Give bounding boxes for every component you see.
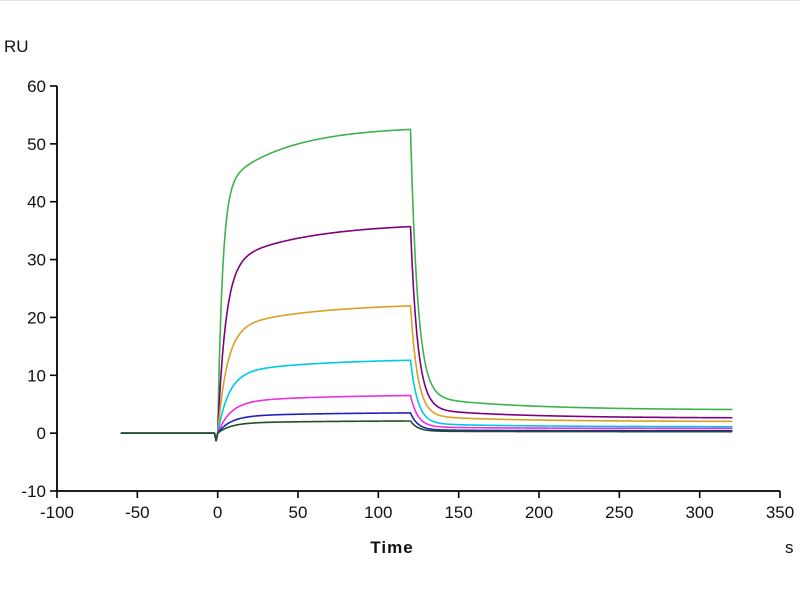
series-line-curve-gold bbox=[120, 305, 733, 442]
y-tick-label: 0 bbox=[37, 424, 46, 443]
y-tick-label: -10 bbox=[21, 482, 46, 501]
x-tick-label: 150 bbox=[444, 503, 472, 522]
series-line-curve-cyan bbox=[120, 359, 733, 442]
series-line-curve-dark-green bbox=[120, 420, 733, 442]
x-tick-label: 200 bbox=[525, 503, 553, 522]
y-tick-label: 30 bbox=[27, 251, 46, 270]
y-axis-title: RU bbox=[4, 37, 29, 56]
y-tick-label: 20 bbox=[27, 308, 46, 327]
series-line-curve-green bbox=[120, 128, 733, 442]
y-tick-label: 40 bbox=[27, 193, 46, 212]
x-tick-label: -50 bbox=[125, 503, 150, 522]
x-tick-label: 300 bbox=[685, 503, 713, 522]
y-tick-label: 50 bbox=[27, 135, 46, 154]
x-tick-label: -100 bbox=[40, 503, 74, 522]
y-tick-label: 10 bbox=[27, 366, 46, 385]
x-tick-label: 350 bbox=[766, 503, 794, 522]
y-tick-label: 60 bbox=[27, 77, 46, 96]
series-line-curve-blue bbox=[120, 412, 733, 442]
x-tick-label: 100 bbox=[364, 503, 392, 522]
x-axis-title: Time bbox=[370, 538, 414, 557]
x-tick-label: 50 bbox=[289, 503, 308, 522]
x-axis-unit-label: s bbox=[785, 538, 794, 557]
series-line-curve-magenta bbox=[120, 394, 733, 442]
x-tick-label: 0 bbox=[213, 503, 222, 522]
x-tick-label: 250 bbox=[605, 503, 633, 522]
series-line-curve-purple bbox=[120, 225, 733, 442]
